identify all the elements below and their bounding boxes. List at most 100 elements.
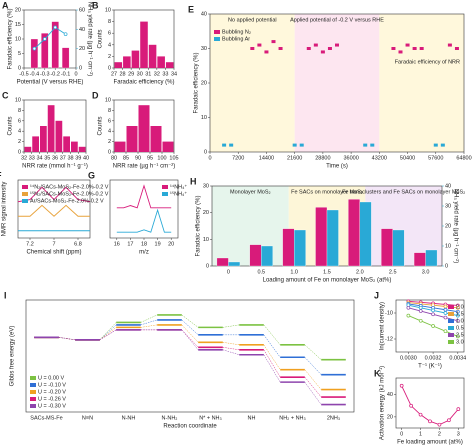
y-tick-label: 2 [108, 139, 111, 145]
y-tick-label: 20 [387, 414, 393, 420]
marker [32, 46, 37, 51]
y2-tick-label: 20 [445, 223, 451, 229]
marker [455, 313, 460, 318]
y-tick-label: 0 [204, 149, 207, 155]
legend-swatch [30, 383, 36, 387]
legend-label: ¹⁵N₂/SACs-MoS₂-Fe-2.0%-0.2 V [30, 190, 109, 197]
marker [455, 334, 460, 339]
marker [455, 305, 460, 310]
marker [437, 422, 442, 427]
legend-label: 2.0 [456, 304, 464, 310]
bar [41, 33, 49, 69]
x-tick-label: 27 [111, 71, 117, 77]
histogram-bar [40, 126, 47, 152]
y2-tick-label: 60 [79, 7, 85, 13]
line [17, 186, 91, 203]
x-tick-label: 7200 [232, 155, 244, 161]
annotation: Fe SACs on monolayer MoS₂ [291, 189, 363, 195]
y2-tick-label: 10 [445, 243, 451, 249]
connector [304, 369, 322, 390]
histogram-bar [138, 105, 150, 152]
histogram-bar [63, 136, 70, 152]
x-tick-label: 85 [123, 155, 129, 161]
bar [326, 209, 339, 267]
histogram-bar [24, 146, 32, 152]
y-tick-label: 0 [108, 65, 111, 71]
x-tick-label: 1 [419, 431, 422, 437]
legend-swatch [448, 326, 454, 330]
plot-frame [25, 299, 355, 413]
legend-swatch [448, 340, 454, 344]
panel-letter: J [374, 290, 379, 300]
legend-swatch [448, 312, 454, 316]
legend-swatch [30, 376, 36, 380]
y-tick-label: 8 [108, 108, 111, 114]
marker [63, 32, 68, 37]
panel-letter: G [88, 170, 95, 180]
y-tick-label: 2 [18, 139, 21, 145]
y-axis-label: Activation energy (kJ mol⁻¹) [380, 366, 386, 440]
legend-swatch [448, 319, 454, 323]
x-tick-label: 100 [157, 155, 166, 161]
bar [261, 245, 273, 267]
bar [413, 252, 426, 267]
x-tick-label: 33 [29, 155, 35, 161]
legend-swatch [22, 199, 28, 203]
bar [392, 229, 405, 267]
connector [181, 324, 199, 343]
bar [359, 201, 372, 267]
y-tick-label: -12 [385, 336, 393, 342]
x-tick-label: 43200 [372, 155, 387, 161]
x-tick-label: 1.5 [323, 269, 331, 275]
y2-tick-label: 20 [79, 46, 85, 52]
x-tick-label: 39 [75, 155, 81, 161]
x-tick-label: 34 [36, 155, 42, 161]
x-tick-label: 31 [145, 71, 151, 77]
x-axis-label: Time (s) [326, 164, 348, 170]
point [264, 50, 269, 54]
x-tick-label: 0 [400, 431, 403, 437]
legend-label: 1.0 [456, 318, 464, 324]
x-tick-label: 80 [111, 155, 117, 161]
bar [61, 47, 70, 69]
x-tick-label: 105 [169, 155, 178, 161]
y-tick-label: 20 [201, 80, 207, 86]
histogram-bar [162, 141, 174, 152]
y-tick-label: 4 [108, 129, 111, 135]
point [454, 47, 459, 50]
annotation: No applied potential [228, 17, 277, 23]
legend-swatch [30, 397, 36, 401]
connector [99, 329, 117, 341]
histogram-bar [78, 146, 86, 152]
histogram-bar [114, 62, 123, 68]
y-tick-label: 20 [203, 210, 209, 216]
legend-label: 2.5 [456, 332, 464, 338]
bar [381, 228, 393, 267]
y-tick-label: 10 [201, 115, 207, 121]
y2-axis-label: NH₃ yield rate (µg h⁻¹ cm⁻²) [452, 189, 458, 264]
legend-label: Bubbling Ar [222, 36, 250, 42]
x-tick-label: 64800 [456, 155, 471, 161]
x-axis-label: m/z [139, 250, 149, 256]
connector [304, 376, 322, 398]
bar [228, 261, 241, 267]
connector [58, 337, 76, 341]
y-tick-label: 20 [15, 7, 21, 13]
x-tick-label: N-NH [122, 415, 136, 421]
panel-letter: K [374, 368, 381, 378]
y-tick-label: 10 [105, 7, 111, 13]
bar [315, 207, 328, 267]
x-tick-label: 35 [44, 155, 50, 161]
point [405, 43, 410, 47]
x-tick-label: 90 [135, 155, 141, 161]
legend-swatch [22, 185, 28, 189]
legend-label: ¹⁴NH₄⁺ [170, 183, 187, 190]
connector [222, 324, 240, 328]
y-tick-label: 6 [108, 31, 111, 37]
legend-swatch [448, 333, 454, 337]
x-axis-label: Reaction coordinate [163, 424, 217, 430]
connector [181, 329, 199, 348]
marker [406, 305, 411, 310]
x-tick-label: -0.3 [40, 71, 49, 77]
